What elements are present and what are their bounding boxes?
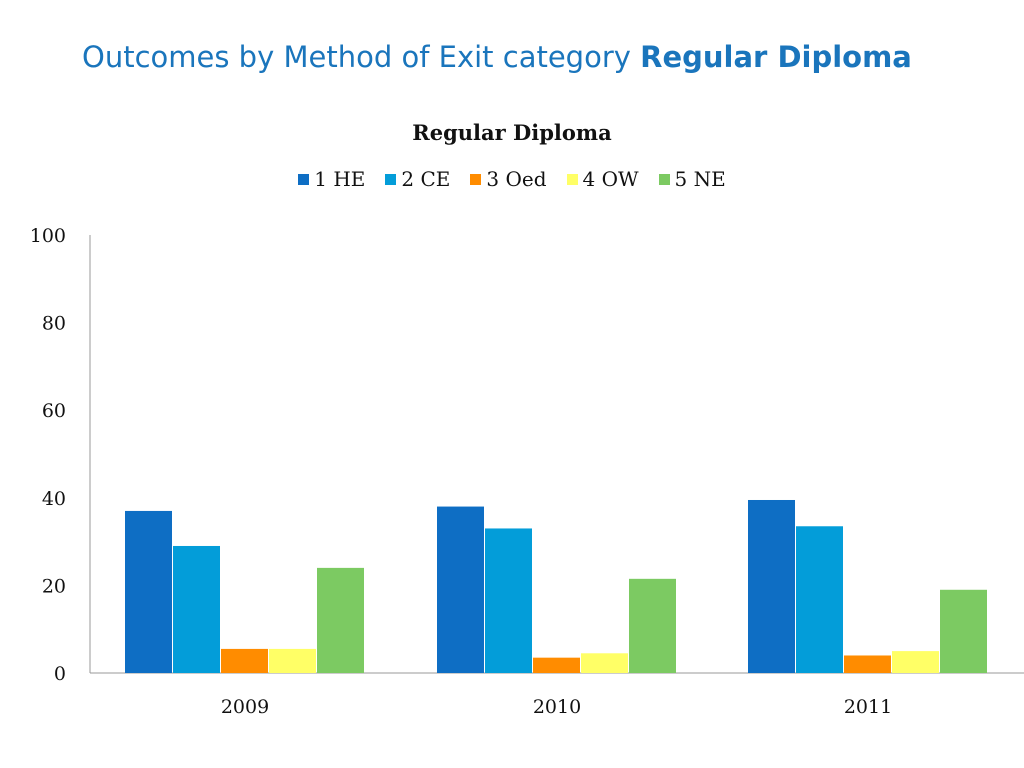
legend-item-ce: 2 CE <box>385 167 450 191</box>
bar-2011-series-2 <box>796 526 843 673</box>
y-tick-label: 0 <box>54 663 66 685</box>
chart-title: Regular Diploma <box>412 120 612 145</box>
legend-item-ow: 4 OW <box>566 167 639 191</box>
legend-swatch-he <box>298 173 310 185</box>
legend-label-he: 1 HE <box>314 167 366 191</box>
x-tick-label: 2011 <box>844 696 892 718</box>
bar-2011-series-5 <box>940 589 987 673</box>
bar-2009-series-1 <box>125 510 172 673</box>
chart-legend: 1 HE 2 CE 3 Oed 4 OW 5 NE <box>0 167 1024 191</box>
x-axis-labels: 2009 2010 2011 <box>221 696 892 718</box>
bar-2010-series-3 <box>533 657 580 673</box>
bar-2010-series-4 <box>581 653 628 673</box>
y-tick-label: 80 <box>42 313 66 335</box>
slide-title: Outcomes by Method of Exit category Regu… <box>82 40 912 74</box>
legend-label-oed: 3 Oed <box>486 167 547 191</box>
x-tick-label: 2010 <box>533 696 581 718</box>
legend-swatch-ow <box>566 173 578 185</box>
bar-2011-series-1 <box>748 499 795 673</box>
bar-2010-series-5 <box>629 578 676 673</box>
x-tick-label: 2009 <box>221 696 269 718</box>
bar-2010-series-1 <box>437 506 484 673</box>
bar-2009-series-4 <box>269 648 316 673</box>
legend-swatch-oed <box>470 173 482 185</box>
legend-item-ne: 5 NE <box>658 167 726 191</box>
bar-2009-series-3 <box>221 648 268 673</box>
legend-label-ow: 4 OW <box>582 167 639 191</box>
slide-title-regular: Outcomes by Method of Exit category <box>82 40 631 74</box>
legend-item-oed: 3 Oed <box>470 167 547 191</box>
legend-swatch-ce <box>385 173 397 185</box>
slide-title-bold: Regular Diploma <box>640 40 912 74</box>
legend-swatch-ne <box>658 173 670 185</box>
bar-2009-series-5 <box>317 567 364 673</box>
y-tick-label: 40 <box>42 488 66 510</box>
bar-2009-series-2 <box>173 545 220 673</box>
bar-2011-series-4 <box>892 651 939 673</box>
legend-item-he: 1 HE <box>298 167 365 191</box>
legend-label-ce: 2 CE <box>401 167 451 191</box>
legend-label-ne: 5 NE <box>674 167 726 191</box>
bar-2011-series-3 <box>844 655 891 673</box>
bar-2010-series-2 <box>485 528 532 673</box>
y-tick-label: 60 <box>42 400 66 422</box>
bars <box>125 499 987 673</box>
y-axis-ticks: 0 20 40 60 80 100 <box>30 225 66 685</box>
y-tick-label: 100 <box>30 225 66 247</box>
y-tick-label: 20 <box>42 575 66 597</box>
